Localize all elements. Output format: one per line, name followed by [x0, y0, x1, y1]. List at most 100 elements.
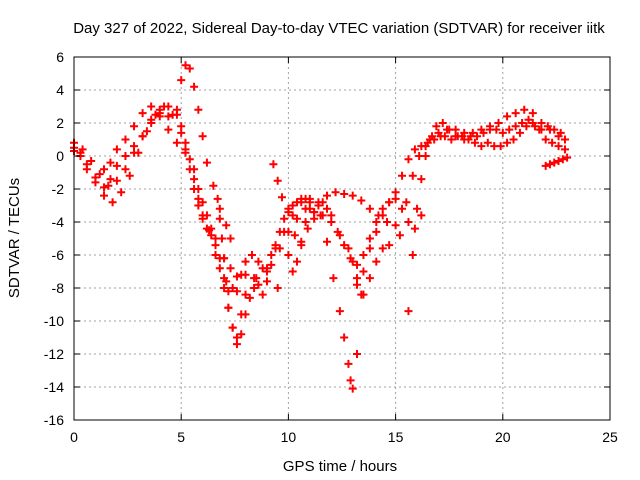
data-point	[560, 135, 569, 144]
data-point	[528, 109, 537, 118]
y-tick-label: 4	[56, 82, 64, 98]
data-point	[541, 135, 550, 144]
data-point	[222, 221, 231, 230]
data-point	[138, 132, 147, 141]
data-point	[226, 234, 235, 243]
data-point	[322, 237, 331, 246]
data-point	[447, 135, 456, 144]
data-point	[241, 310, 250, 319]
data-point	[217, 234, 226, 243]
data-point	[492, 125, 501, 134]
data-point	[483, 138, 492, 147]
series-6	[213, 194, 314, 349]
data-point	[327, 211, 336, 220]
data-point	[398, 204, 407, 213]
data-points	[70, 61, 572, 393]
data-point	[408, 171, 417, 180]
data-point	[106, 158, 115, 167]
data-point	[228, 284, 237, 292]
data-point	[222, 277, 231, 286]
plot-frame	[73, 56, 611, 421]
y-axis-label: SDTVAR / TECUs	[6, 178, 23, 298]
y-tick-label: 6	[56, 49, 64, 65]
data-point	[190, 175, 199, 184]
data-point	[404, 155, 413, 164]
data-point	[353, 280, 362, 289]
data-point	[112, 145, 121, 154]
data-point	[365, 204, 374, 213]
data-point	[511, 122, 520, 131]
y-tick-label: -14	[44, 379, 64, 395]
data-point	[232, 272, 241, 281]
data-point	[346, 254, 355, 263]
data-point	[194, 105, 203, 114]
data-point	[241, 290, 250, 299]
data-point	[237, 330, 246, 339]
data-point	[348, 191, 357, 200]
data-point	[310, 208, 319, 217]
data-point	[391, 188, 400, 197]
data-point	[404, 307, 413, 316]
data-point	[104, 181, 113, 190]
data-point	[215, 264, 224, 273]
x-tick-label: 5	[177, 429, 185, 445]
data-point	[288, 201, 297, 210]
data-point	[138, 109, 147, 118]
data-point	[550, 125, 559, 134]
x-tick-label: 20	[495, 429, 511, 445]
y-tick-label: -10	[44, 313, 64, 329]
data-point	[314, 201, 323, 210]
data-point	[558, 155, 567, 164]
y-tick-label: -6	[52, 247, 65, 263]
data-point	[160, 102, 169, 111]
data-point	[250, 284, 259, 292]
data-point	[548, 138, 557, 147]
data-point	[198, 132, 207, 141]
x-tick-label: 25	[602, 429, 618, 445]
data-point	[417, 211, 426, 220]
data-point	[365, 244, 374, 253]
data-point	[215, 204, 224, 213]
data-point	[194, 185, 203, 193]
data-point	[91, 178, 100, 187]
data-point	[554, 142, 563, 151]
data-point	[288, 211, 297, 220]
data-point	[359, 251, 368, 259]
data-point	[353, 350, 362, 358]
data-point	[224, 287, 233, 296]
data-point	[410, 145, 419, 154]
data-point	[522, 122, 531, 131]
data-point	[207, 224, 216, 233]
data-point	[181, 148, 190, 157]
data-point	[164, 125, 173, 134]
data-point	[232, 287, 241, 296]
data-point	[275, 227, 284, 236]
data-point	[190, 82, 199, 91]
data-point	[417, 175, 426, 184]
data-point	[479, 128, 488, 137]
data-point	[262, 264, 271, 273]
data-point	[453, 132, 462, 141]
y-tick-label: -2	[52, 181, 65, 197]
data-point	[498, 128, 507, 137]
data-point	[560, 145, 569, 154]
data-point	[258, 290, 267, 299]
data-point	[344, 359, 353, 368]
data-point	[378, 211, 387, 220]
data-point	[198, 198, 207, 207]
data-point	[172, 105, 181, 114]
data-point	[333, 227, 342, 236]
data-point	[348, 384, 357, 393]
data-point	[134, 148, 143, 157]
data-point	[211, 251, 220, 259]
data-point	[209, 181, 218, 190]
data-point	[477, 142, 486, 151]
data-point	[125, 171, 134, 180]
data-point	[185, 64, 194, 73]
data-point	[402, 198, 411, 207]
data-point	[288, 267, 297, 276]
data-point	[269, 160, 278, 169]
data-point	[194, 201, 203, 210]
x-tick-label: 0	[70, 429, 78, 445]
data-point	[220, 284, 229, 292]
